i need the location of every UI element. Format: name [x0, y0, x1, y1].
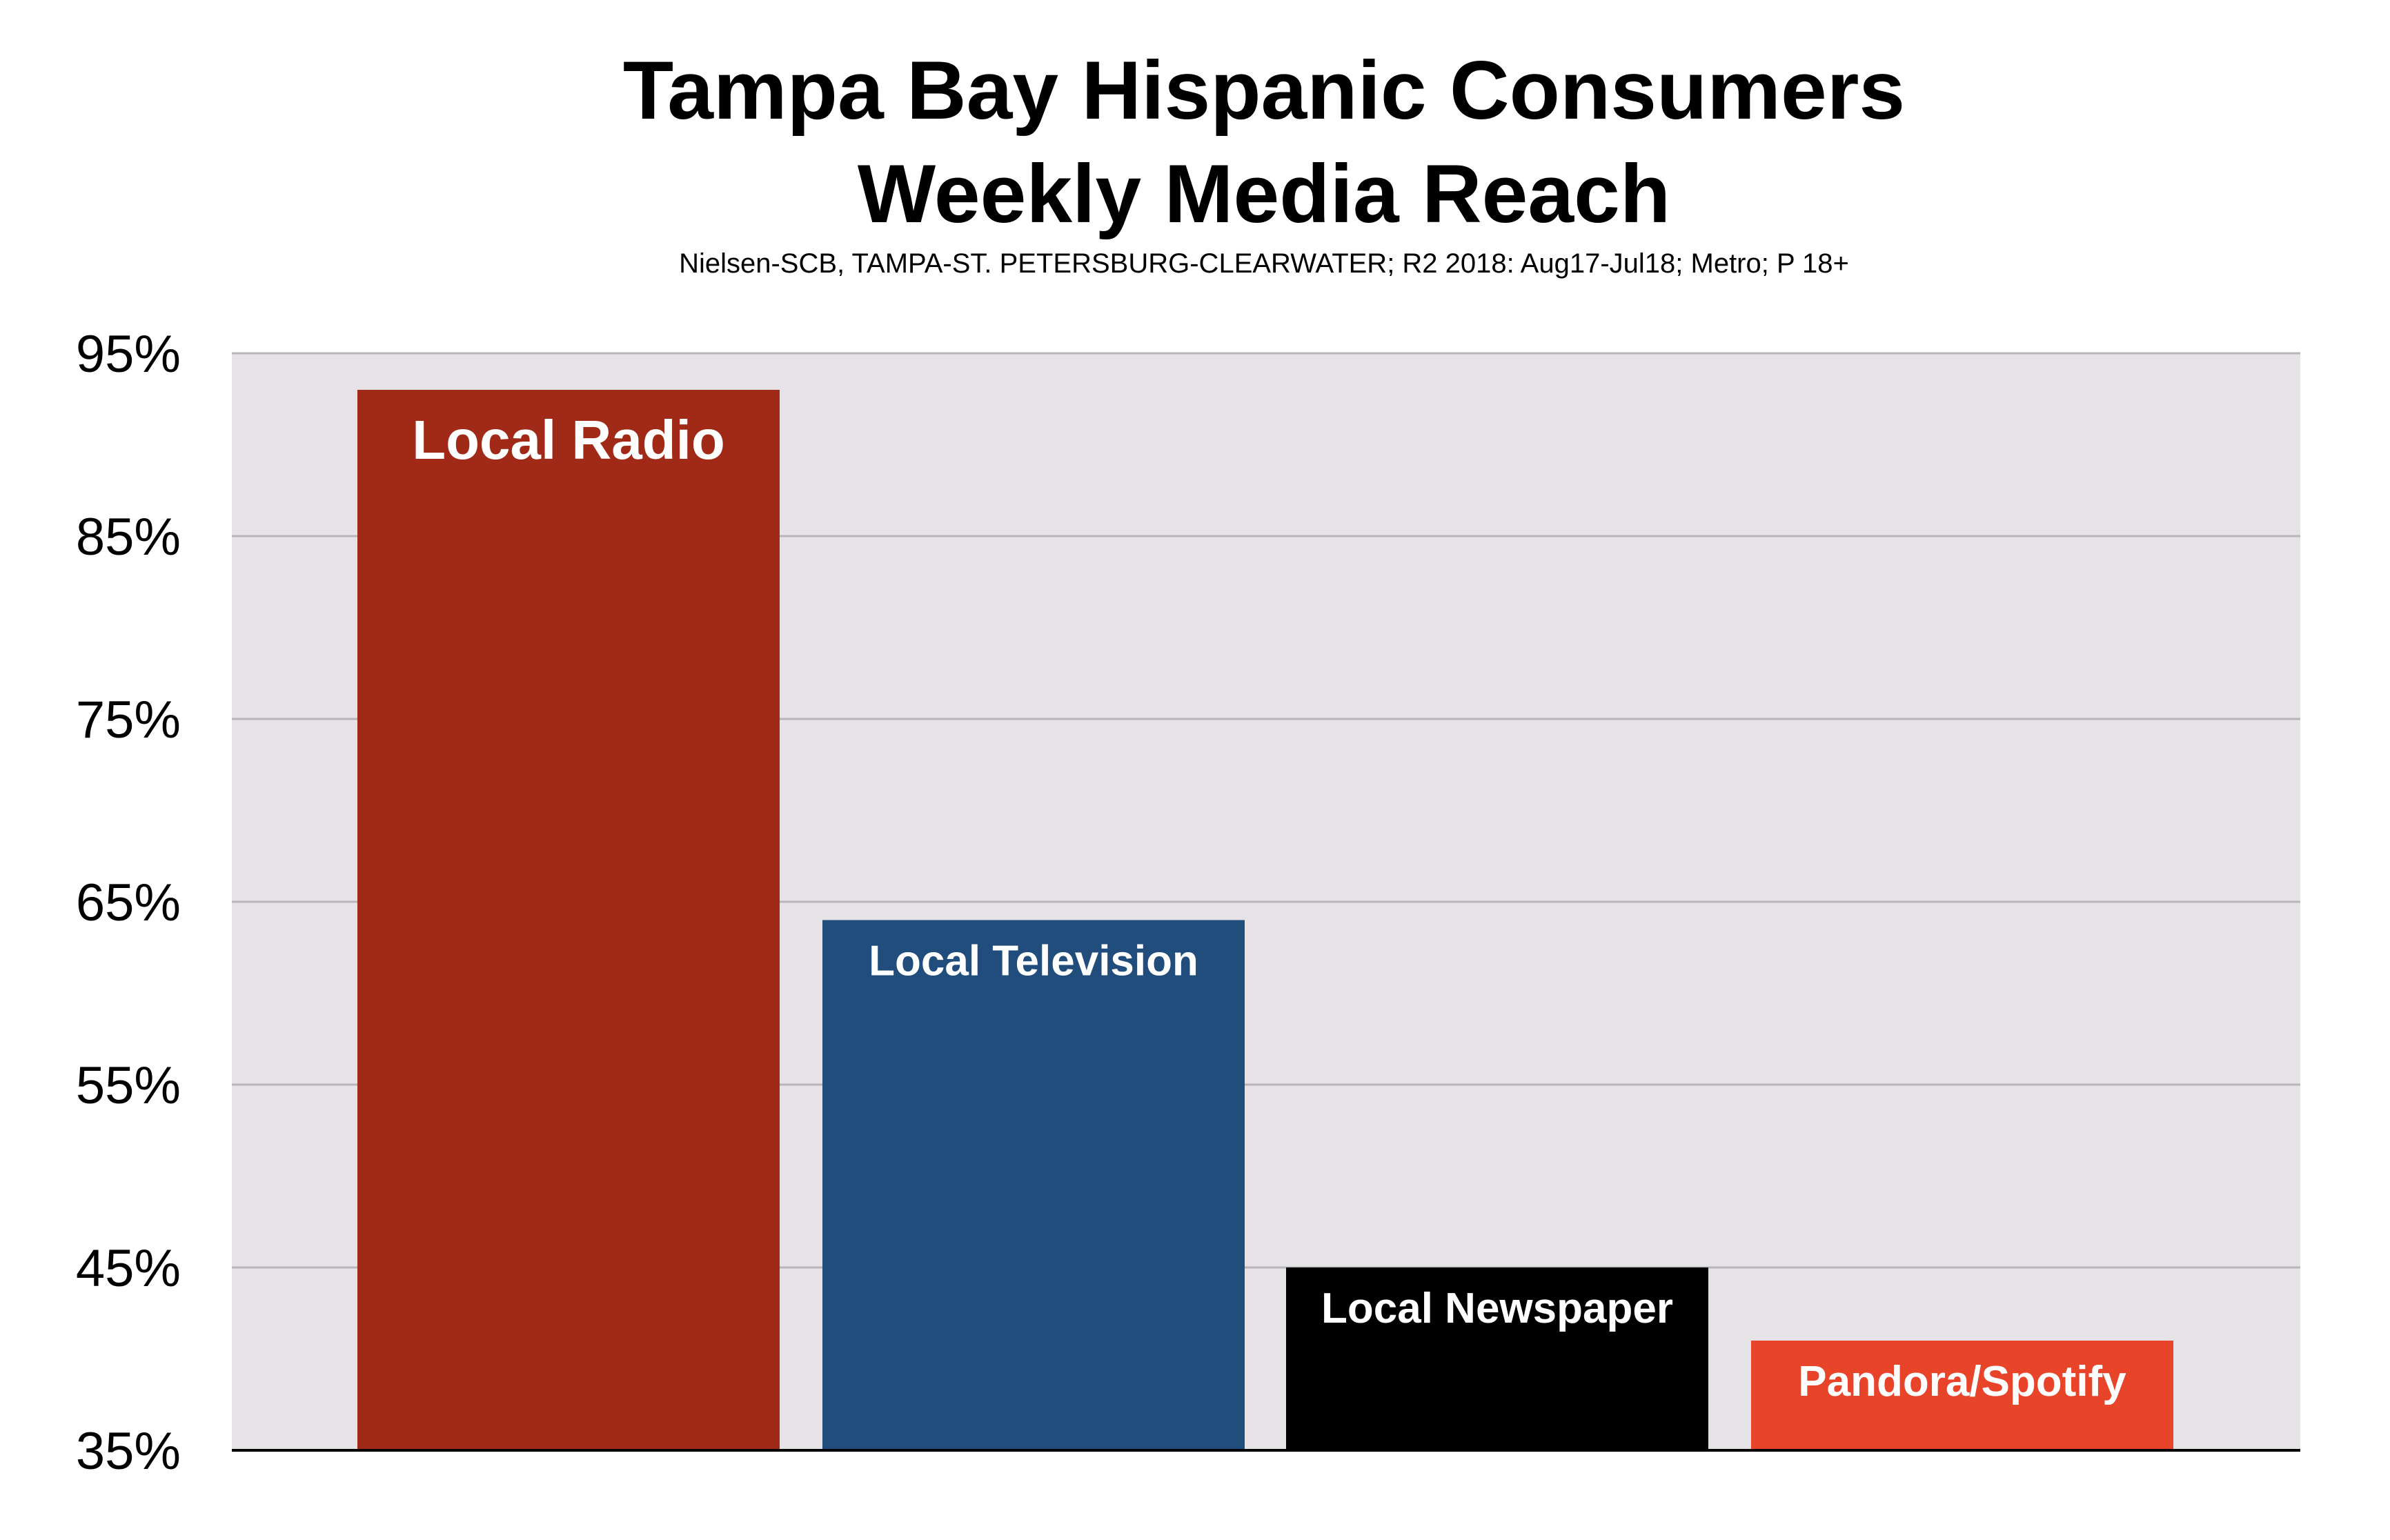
bar — [357, 390, 780, 1450]
y-tick-label: 45% — [76, 1239, 181, 1298]
y-axis-ticks: 35% 45% 55% 65% 75% 85% 95% — [76, 325, 181, 1481]
bar-category-label: Local Radio — [412, 409, 724, 471]
bar — [1286, 1267, 1708, 1450]
bar — [1751, 1341, 2173, 1450]
bar-category-label: Local Television — [869, 938, 1198, 985]
y-tick-label: 85% — [76, 508, 181, 566]
bar-category-label: Pandora/Spotify — [1798, 1358, 2126, 1405]
chart-source-note: Nielsen-SCB, TAMPA-ST. PETERSBURG-CLEARW… — [679, 248, 1849, 279]
y-tick-label: 55% — [76, 1056, 181, 1115]
bar — [822, 920, 1245, 1450]
chart-title: Tampa Bay Hispanic Consumers — [623, 44, 1905, 137]
bar-category-label: Local Newspaper — [1321, 1285, 1673, 1332]
y-tick-label: 65% — [76, 873, 181, 932]
y-tick-label: 75% — [76, 691, 181, 749]
y-tick-label: 35% — [76, 1422, 181, 1481]
bars — [357, 390, 2173, 1450]
bar-labels: Local Radio Local Television Local Newspap… — [412, 409, 2126, 1405]
chart-subtitle: Weekly Media Reach — [858, 148, 1670, 240]
y-tick-label: 95% — [76, 325, 181, 384]
